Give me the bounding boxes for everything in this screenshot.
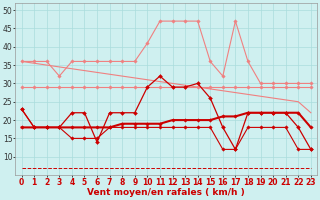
X-axis label: Vent moyen/en rafales ( km/h ): Vent moyen/en rafales ( km/h ): [87, 188, 245, 197]
